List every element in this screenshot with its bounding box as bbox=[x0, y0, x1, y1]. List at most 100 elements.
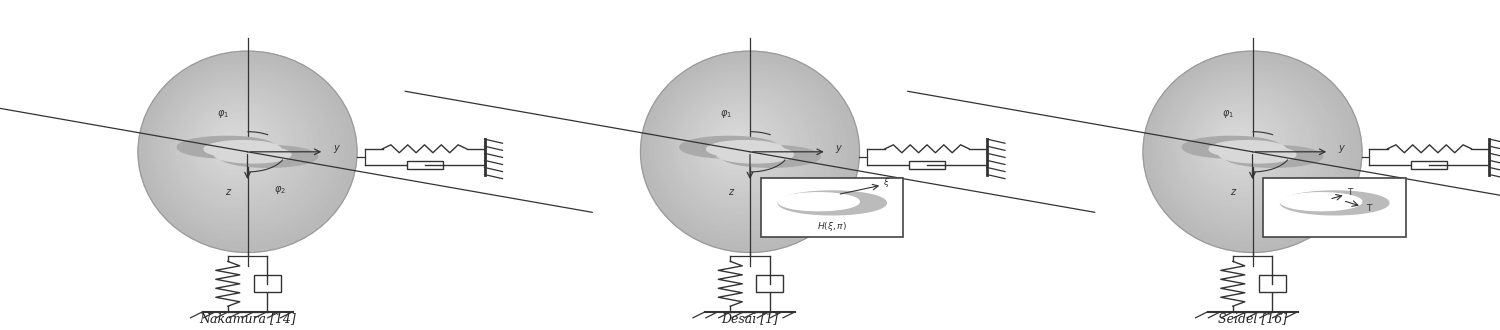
Polygon shape bbox=[778, 193, 859, 211]
Text: Desai [1]: Desai [1] bbox=[722, 312, 778, 325]
Text: $\varphi_1$: $\varphi_1$ bbox=[720, 108, 732, 119]
Ellipse shape bbox=[162, 74, 326, 225]
Text: T: T bbox=[1347, 188, 1353, 197]
Ellipse shape bbox=[180, 92, 300, 203]
Polygon shape bbox=[680, 136, 778, 158]
Ellipse shape bbox=[696, 106, 784, 186]
Ellipse shape bbox=[176, 87, 306, 208]
Ellipse shape bbox=[711, 119, 765, 169]
Polygon shape bbox=[1224, 146, 1323, 167]
Ellipse shape bbox=[156, 69, 332, 230]
Ellipse shape bbox=[650, 60, 847, 241]
Ellipse shape bbox=[1208, 115, 1274, 175]
Ellipse shape bbox=[171, 83, 314, 214]
Text: Nakamura [14]: Nakamura [14] bbox=[200, 312, 296, 325]
Ellipse shape bbox=[184, 96, 294, 197]
Ellipse shape bbox=[1190, 96, 1299, 197]
Ellipse shape bbox=[222, 133, 243, 153]
FancyBboxPatch shape bbox=[406, 161, 442, 169]
Ellipse shape bbox=[189, 101, 288, 191]
Ellipse shape bbox=[716, 124, 759, 164]
Polygon shape bbox=[1281, 191, 1389, 215]
Ellipse shape bbox=[729, 137, 740, 147]
Ellipse shape bbox=[1194, 101, 1293, 191]
Ellipse shape bbox=[1148, 56, 1356, 247]
Ellipse shape bbox=[1203, 110, 1280, 181]
FancyBboxPatch shape bbox=[760, 178, 903, 237]
Text: $\varphi_1$: $\varphi_1$ bbox=[1222, 108, 1234, 119]
FancyBboxPatch shape bbox=[254, 275, 280, 292]
Ellipse shape bbox=[138, 51, 357, 252]
Text: T: T bbox=[1365, 204, 1371, 213]
Ellipse shape bbox=[692, 101, 790, 191]
FancyBboxPatch shape bbox=[909, 161, 945, 169]
Ellipse shape bbox=[1156, 65, 1342, 236]
Polygon shape bbox=[722, 146, 821, 167]
Text: z: z bbox=[225, 187, 231, 197]
Text: $\varphi_2$: $\varphi_2$ bbox=[274, 184, 286, 196]
Ellipse shape bbox=[1172, 78, 1324, 219]
Ellipse shape bbox=[1214, 119, 1267, 169]
Text: $\varphi_2$: $\varphi_2$ bbox=[1280, 184, 1292, 196]
FancyBboxPatch shape bbox=[1258, 275, 1286, 292]
Polygon shape bbox=[219, 146, 318, 167]
Ellipse shape bbox=[147, 60, 345, 241]
Ellipse shape bbox=[226, 137, 237, 147]
Ellipse shape bbox=[217, 128, 250, 158]
Text: z: z bbox=[1230, 187, 1236, 197]
Ellipse shape bbox=[1227, 133, 1248, 153]
Polygon shape bbox=[778, 191, 886, 215]
Ellipse shape bbox=[142, 56, 351, 247]
Ellipse shape bbox=[1180, 87, 1311, 208]
FancyBboxPatch shape bbox=[1412, 161, 1448, 169]
Ellipse shape bbox=[705, 115, 771, 175]
Text: $\varphi_1$: $\varphi_1$ bbox=[217, 108, 229, 119]
Ellipse shape bbox=[1176, 83, 1318, 214]
Ellipse shape bbox=[1167, 74, 1330, 225]
Ellipse shape bbox=[152, 65, 338, 236]
Polygon shape bbox=[1209, 141, 1286, 157]
Text: $\varphi_2$: $\varphi_2$ bbox=[777, 184, 789, 196]
Ellipse shape bbox=[1198, 106, 1287, 186]
Ellipse shape bbox=[209, 119, 262, 169]
Polygon shape bbox=[177, 136, 276, 158]
Ellipse shape bbox=[1232, 137, 1242, 147]
Ellipse shape bbox=[682, 92, 802, 203]
Text: z: z bbox=[728, 187, 734, 197]
Ellipse shape bbox=[654, 65, 840, 236]
Ellipse shape bbox=[194, 106, 282, 186]
Ellipse shape bbox=[213, 124, 256, 164]
Ellipse shape bbox=[1161, 69, 1336, 230]
Ellipse shape bbox=[1152, 60, 1350, 241]
Ellipse shape bbox=[674, 83, 816, 214]
Text: y: y bbox=[1338, 143, 1344, 153]
FancyBboxPatch shape bbox=[1263, 178, 1406, 237]
Ellipse shape bbox=[664, 74, 828, 225]
Text: Seidel [16]: Seidel [16] bbox=[1218, 312, 1287, 325]
Text: $H(\xi,\pi)$: $H(\xi,\pi)$ bbox=[818, 220, 848, 233]
Ellipse shape bbox=[678, 87, 808, 208]
FancyBboxPatch shape bbox=[756, 275, 783, 292]
Polygon shape bbox=[1281, 193, 1362, 211]
Polygon shape bbox=[1220, 146, 1296, 163]
Polygon shape bbox=[717, 146, 794, 163]
Ellipse shape bbox=[720, 128, 753, 158]
Ellipse shape bbox=[658, 69, 834, 230]
Ellipse shape bbox=[1222, 128, 1256, 158]
Ellipse shape bbox=[198, 110, 274, 181]
Text: $\xi$: $\xi$ bbox=[884, 176, 890, 189]
Text: y: y bbox=[333, 143, 339, 153]
Polygon shape bbox=[1182, 136, 1281, 158]
Ellipse shape bbox=[645, 56, 854, 247]
Ellipse shape bbox=[687, 96, 796, 197]
Ellipse shape bbox=[202, 115, 268, 175]
Polygon shape bbox=[204, 141, 280, 157]
Ellipse shape bbox=[1143, 51, 1362, 252]
Ellipse shape bbox=[1185, 92, 1305, 203]
Ellipse shape bbox=[166, 78, 320, 219]
Polygon shape bbox=[214, 146, 291, 163]
Ellipse shape bbox=[724, 133, 746, 153]
Text: y: y bbox=[836, 143, 842, 153]
Ellipse shape bbox=[669, 78, 822, 219]
Ellipse shape bbox=[1218, 124, 1261, 164]
